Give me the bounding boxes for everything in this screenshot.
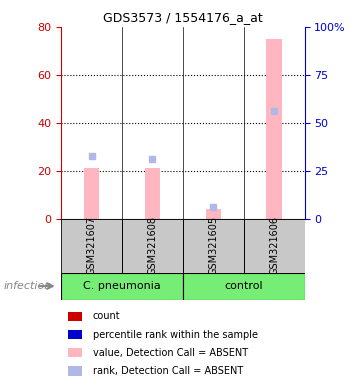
Bar (266, 39, 282, 219)
Bar (84, 169, 99, 219)
Bar (61, 273, 183, 300)
Bar (122, 219, 183, 273)
Text: percentile rank within the sample: percentile rank within the sample (93, 329, 258, 339)
Text: C. pneumonia: C. pneumonia (83, 281, 161, 291)
Text: GSM321605: GSM321605 (208, 216, 218, 275)
Bar (61, 219, 122, 273)
Text: value, Detection Call = ABSENT: value, Detection Call = ABSENT (93, 348, 248, 358)
Bar (183, 219, 244, 273)
Text: GSM321608: GSM321608 (147, 216, 158, 275)
Text: count: count (93, 311, 120, 321)
Title: GDS3573 / 1554176_a_at: GDS3573 / 1554176_a_at (103, 11, 263, 24)
Bar (206, 209, 221, 219)
Text: rank, Detection Call = ABSENT: rank, Detection Call = ABSENT (93, 366, 243, 376)
Bar (145, 169, 160, 219)
Text: GSM321607: GSM321607 (87, 216, 97, 275)
Text: GSM321606: GSM321606 (269, 216, 279, 275)
Bar (183, 273, 304, 300)
Text: infection: infection (4, 281, 52, 291)
Bar (244, 219, 304, 273)
Text: control: control (224, 281, 263, 291)
